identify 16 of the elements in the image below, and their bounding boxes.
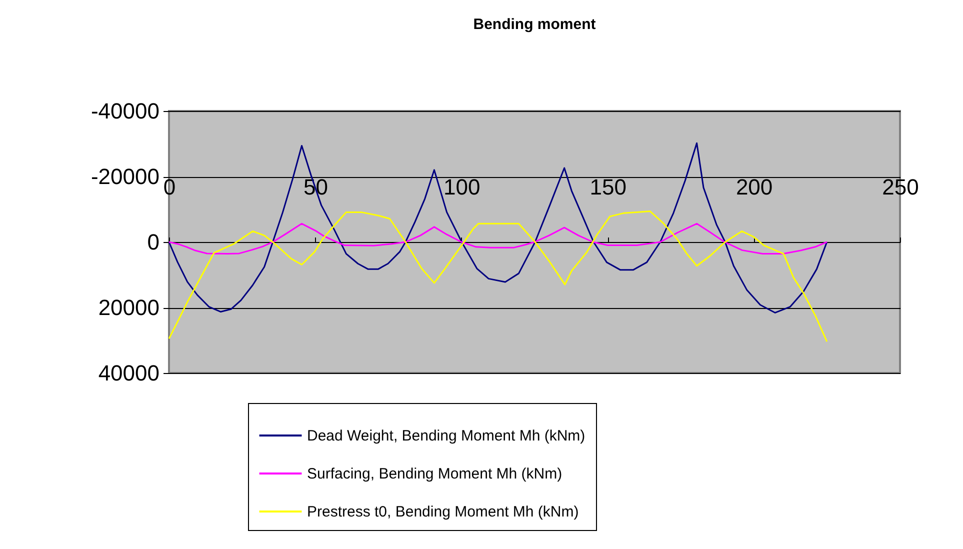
line-series [168, 210, 828, 342]
legend-label: Dead Weight, Bending Moment Mh (kNm) [307, 428, 586, 444]
y-tick-label: -40000 [90, 98, 160, 124]
y-tick-label: -20000 [90, 164, 160, 189]
legend-label: Surfacing, Bending Moment Mh (kNm) [307, 466, 562, 482]
x-tick-label: 250 [882, 174, 919, 200]
legend-label: Prestress t0, Bending Moment Mh (kNm) [307, 504, 579, 520]
x-tick-label: 0 [163, 174, 176, 200]
x-tick-label: 100 [444, 174, 480, 200]
y-tick-label: 20000 [98, 295, 160, 320]
x-tick-label: 150 [590, 174, 626, 200]
line-series [168, 222, 828, 255]
chart-title: Bending moment [473, 16, 596, 33]
y-tick-label: 0 [147, 230, 160, 254]
x-tick-label: 200 [736, 174, 773, 200]
y-tick-label: 40000 [98, 360, 160, 386]
